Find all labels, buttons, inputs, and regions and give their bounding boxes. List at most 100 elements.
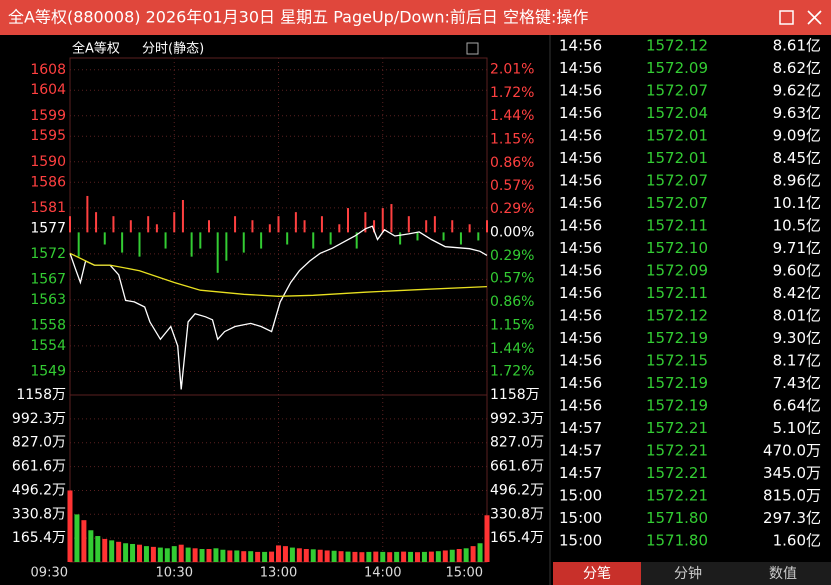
- tab[interactable]: 数值: [769, 566, 797, 582]
- volume-bar: [338, 551, 344, 562]
- trade-price: 1572.11: [646, 217, 708, 235]
- breadth-bar: [329, 232, 332, 245]
- tab[interactable]: 分钟: [674, 565, 702, 582]
- volume-bar: [178, 544, 184, 562]
- y2-tick-label: 0.86%: [490, 294, 534, 310]
- volume-bar: [373, 551, 379, 562]
- breadth-bar: [234, 216, 237, 233]
- breadth-bar: [486, 220, 488, 233]
- tab[interactable]: 分笔: [583, 566, 611, 582]
- volume-tick-label: 992.3万: [490, 411, 544, 427]
- volume-tick-label: 992.3万: [12, 411, 66, 427]
- breadth-bar: [373, 220, 376, 233]
- x-tick-label: 14:00: [364, 566, 401, 581]
- breadth-bar: [451, 220, 454, 233]
- volume-bar: [435, 551, 441, 562]
- volume-bar: [137, 544, 142, 562]
- y-tick-label: 1577: [30, 220, 66, 236]
- volume-bar: [456, 549, 462, 562]
- breadth-bar: [338, 224, 341, 233]
- breadth-bar: [216, 232, 219, 273]
- trade-price: 1572.19: [646, 374, 708, 392]
- volume-bar: [408, 551, 414, 562]
- trade-price: 1572.07: [646, 194, 708, 212]
- trade-time: 14:56: [559, 149, 602, 167]
- y2-tick-label: 0.00%: [490, 224, 534, 240]
- y2-tick-label: 0.86%: [490, 155, 534, 171]
- trade-volume: 7.43亿: [773, 374, 821, 392]
- breadth-bar: [425, 220, 428, 233]
- trade-volume: 9.30亿: [773, 329, 821, 347]
- volume-bar: [130, 543, 136, 562]
- y-tick-label: 1549: [30, 363, 66, 379]
- breadth-bar: [312, 232, 315, 249]
- trade-time: 14:56: [559, 194, 602, 212]
- trade-volume: 345.0万: [763, 464, 821, 482]
- tab-active[interactable]: [553, 562, 641, 585]
- volume-tick-label: 1158万: [490, 387, 540, 403]
- trade-time: 14:56: [559, 172, 602, 190]
- trade-price: 1572.01: [646, 149, 708, 167]
- breadth-bar: [95, 212, 98, 233]
- trade-price: 1572.07: [646, 172, 708, 190]
- volume-bar: [484, 515, 490, 562]
- volume-bar: [331, 550, 337, 562]
- volume-bar: [248, 551, 254, 562]
- volume-bar: [157, 547, 163, 562]
- breadth-bar: [77, 232, 80, 257]
- volume-bar: [74, 514, 80, 562]
- volume-bar: [380, 551, 386, 562]
- trade-volume: 8.62亿: [773, 59, 821, 77]
- volume-bar: [310, 549, 316, 562]
- breadth-bar: [112, 216, 115, 233]
- breadth-bar: [286, 232, 289, 245]
- volume-tick-label: 1158万: [16, 387, 66, 403]
- volume-bar: [428, 551, 434, 562]
- y-tick-label: 1558: [30, 317, 66, 333]
- breadth-bar: [155, 224, 158, 233]
- close-button[interactable]: [807, 10, 822, 25]
- volume-bar: [123, 543, 129, 562]
- trade-time: 14:56: [559, 239, 602, 257]
- volume-bar: [282, 546, 288, 562]
- volume-bar: [255, 551, 261, 562]
- breadth-bar: [181, 200, 184, 233]
- trade-time: 14:56: [559, 217, 602, 235]
- volume-tick-label: 330.8万: [12, 506, 66, 522]
- trade-time: 14:56: [559, 82, 602, 100]
- trade-volume: 9.60亿: [773, 262, 821, 280]
- breadth-bar: [147, 216, 150, 233]
- breadth-bar: [173, 212, 176, 233]
- volume-bar: [296, 548, 302, 562]
- trade-price: 1572.15: [646, 352, 708, 370]
- breadth-bar: [468, 224, 471, 233]
- breadth-bar: [399, 232, 402, 245]
- volume-bar: [317, 549, 323, 562]
- breadth-bar: [381, 208, 384, 233]
- volume-tick-label: 165.4万: [490, 530, 544, 546]
- y2-tick-label: 1.44%: [490, 108, 534, 124]
- y2-tick-label: 0.29%: [490, 248, 534, 264]
- volume-bar: [192, 548, 198, 562]
- volume-bar: [352, 551, 358, 562]
- trade-price: 1571.80: [646, 532, 708, 550]
- trade-volume: 8.45亿: [773, 149, 821, 167]
- trade-price: 1572.07: [646, 82, 708, 100]
- price-line: [69, 225, 488, 390]
- volume-bar: [234, 550, 240, 562]
- volume-bar: [206, 549, 212, 562]
- trade-time: 14:56: [559, 307, 602, 325]
- y2-tick-label: 1.72%: [490, 85, 534, 101]
- volume-tick-label: 496.2万: [490, 482, 544, 498]
- trade-price: 1572.19: [646, 397, 708, 415]
- chart-icon[interactable]: [466, 42, 479, 55]
- y-tick-label: 1567: [30, 271, 66, 287]
- breadth-bar: [225, 232, 228, 261]
- y2-tick-label: 1.15%: [490, 131, 534, 147]
- x-tick-label: 15:00: [446, 566, 483, 581]
- trade-time: 14:56: [559, 104, 602, 122]
- y2-tick-label: 0.57%: [490, 178, 534, 194]
- maximize-button[interactable]: [779, 10, 794, 25]
- volume-bar: [463, 548, 469, 562]
